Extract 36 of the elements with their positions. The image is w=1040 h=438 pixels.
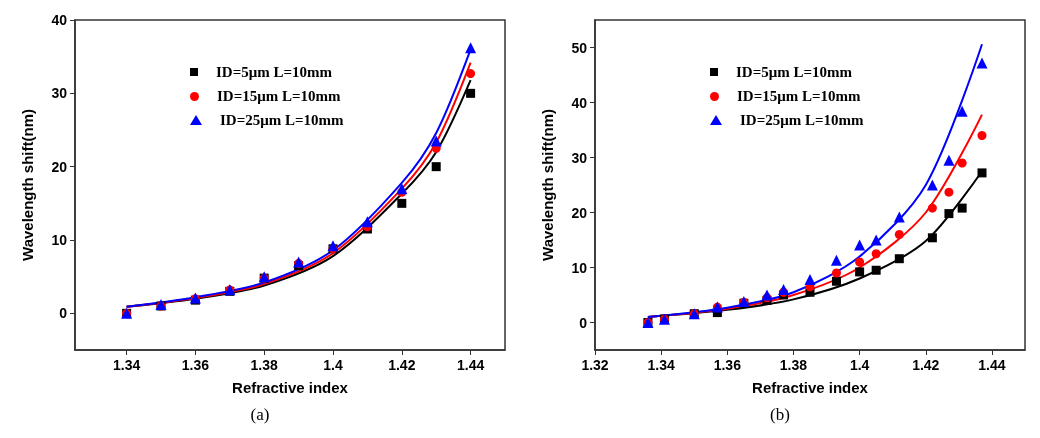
x-tick-label: 1.38 <box>250 357 279 373</box>
y-tick-label: 30 <box>51 85 68 102</box>
x-tick-label: 1.42 <box>912 357 940 373</box>
y-axis-title: Wavelength shift(nm) <box>19 109 36 261</box>
x-tick-label: 1.34 <box>647 357 675 373</box>
x-tick-label: 1.34 <box>112 357 141 373</box>
text: (a) <box>249 405 271 425</box>
legend-label: ID=15μm L=10mm <box>737 87 861 106</box>
x-tick-label: 1.36 <box>181 357 210 373</box>
legend-label: ID=25μm L=10mm <box>220 111 344 130</box>
legend-label: ID=15μm L=10mm <box>217 87 341 106</box>
y-tick-label: 30 <box>571 149 588 166</box>
x-tick-label: 1.36 <box>713 357 742 373</box>
x-tick-label: 1.4 <box>849 357 870 373</box>
y-tick-label: 10 <box>571 259 588 276</box>
y-tick-label: 50 <box>571 39 588 56</box>
x-axis-title: Refractive index <box>232 379 349 396</box>
y-tick-label: 40 <box>571 94 588 111</box>
y-tick-label: 20 <box>571 204 588 221</box>
y-tick-label: 0 <box>59 305 68 322</box>
y-tick-label: 10 <box>51 232 68 248</box>
x-tick-label: 1.38 <box>779 357 808 373</box>
y-tick-label: 40 <box>51 12 68 28</box>
y-tick-label: 20 <box>51 158 68 175</box>
text: (b) <box>769 405 791 425</box>
y-axis-title: Wavelength shift(nm) <box>539 109 556 261</box>
legend-label: ID=5μm L=10mm <box>736 63 853 82</box>
x-tick-label: 1.44 <box>456 357 485 373</box>
legend-label: ID=5μm L=10mm <box>216 63 333 82</box>
x-tick-label: 1.42 <box>388 357 416 373</box>
legend-label: ID=25μm L=10mm <box>740 111 864 130</box>
x-tick-label: 1.4 <box>323 357 343 373</box>
y-tick-label: 0 <box>579 314 588 331</box>
x-axis-title: Refractive index <box>752 379 869 396</box>
x-tick-label: 1.44 <box>978 357 1006 373</box>
x-tick-label: 1.32 <box>581 357 609 373</box>
